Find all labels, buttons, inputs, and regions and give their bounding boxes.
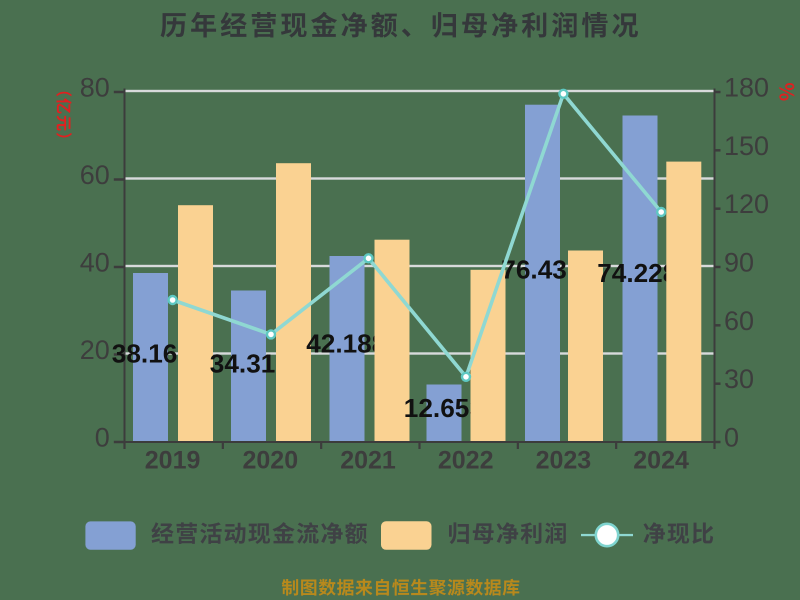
- svg-text:2019: 2019: [145, 447, 201, 475]
- svg-text:20: 20: [80, 335, 110, 365]
- svg-text:60: 60: [724, 306, 754, 336]
- svg-text:2020: 2020: [242, 447, 298, 475]
- svg-text:60: 60: [80, 160, 110, 190]
- svg-text:120: 120: [724, 189, 769, 219]
- svg-text:80: 80: [80, 73, 110, 103]
- svg-text:0: 0: [95, 423, 110, 453]
- svg-text:0: 0: [724, 423, 739, 453]
- svg-text:90: 90: [724, 248, 754, 278]
- svg-text:2021: 2021: [340, 447, 396, 475]
- svg-text:30: 30: [724, 364, 754, 394]
- svg-text:180: 180: [724, 73, 769, 103]
- svg-text:74.228: 74.228: [597, 258, 677, 288]
- svg-text:2023: 2023: [536, 447, 592, 475]
- svg-text:42.188: 42.188: [306, 329, 386, 359]
- svg-text:40: 40: [80, 248, 110, 278]
- svg-text:2024: 2024: [633, 447, 689, 475]
- svg-text:2022: 2022: [438, 447, 494, 475]
- svg-text:150: 150: [724, 131, 769, 161]
